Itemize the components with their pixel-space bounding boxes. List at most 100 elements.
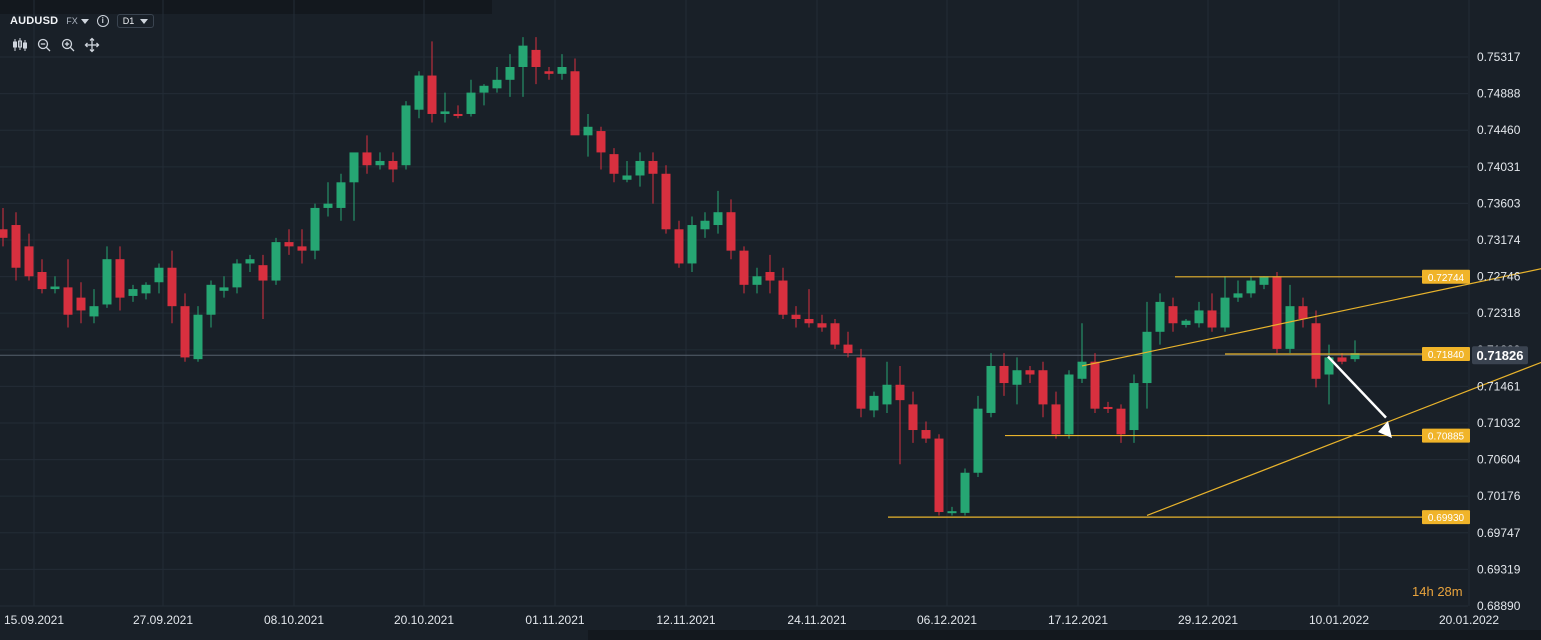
candle-up (401, 105, 411, 166)
candle-down (648, 160, 658, 174)
level-label: 0.72744 (1428, 273, 1465, 284)
candle-down (63, 287, 73, 315)
candle-down (297, 246, 307, 251)
candle-up (960, 472, 970, 513)
candle-down (24, 246, 34, 277)
candle-up (869, 395, 879, 411)
candle-down (167, 267, 177, 307)
candle-down (908, 404, 918, 431)
y-axis-tick-label: 0.75317 (1477, 50, 1521, 64)
y-axis-tick-label: 0.69747 (1477, 526, 1521, 540)
candle-up (557, 66, 567, 74)
candle-down (1311, 323, 1321, 379)
candle-up (232, 263, 242, 288)
header-strip (0, 0, 492, 14)
candle-up (1220, 297, 1230, 328)
countdown-hours: 14h (1412, 584, 1434, 599)
y-axis-tick-label: 0.71461 (1477, 379, 1521, 393)
pan-crosshair-icon[interactable] (84, 37, 100, 53)
x-axis-tick-label: 27.09.2021 (133, 613, 193, 627)
timeframe-label: D1 (122, 16, 135, 26)
candle-down (180, 306, 190, 358)
level-label: 0.71840 (1428, 350, 1465, 361)
x-axis-tick-label: 20.01.2022 (1439, 613, 1499, 627)
candle-down (115, 259, 125, 298)
x-axis-tick-label: 08.10.2021 (264, 613, 324, 627)
candle-down (1025, 370, 1035, 375)
forecast-arrow-shaft (1327, 355, 1387, 419)
x-axis-tick-label: 15.09.2021 (4, 613, 64, 627)
candle-up (492, 79, 502, 89)
candle-up (687, 225, 697, 264)
candle-up (414, 75, 424, 110)
market-dropdown[interactable]: FX (66, 16, 89, 26)
candle-up (102, 259, 112, 305)
candle-down (1090, 361, 1100, 409)
candle-down (1116, 408, 1126, 435)
current-price-label: 0.71826 (1477, 348, 1524, 363)
y-axis-tick-label: 0.69319 (1477, 562, 1521, 576)
candle-up (882, 384, 892, 405)
info-icon[interactable]: i (96, 15, 109, 27)
candle-down (570, 71, 580, 136)
x-axis-tick-label: 17.12.2021 (1048, 613, 1108, 627)
candle-down (531, 49, 541, 67)
symbol-label[interactable]: AUDUSD (10, 15, 59, 27)
candle-down (895, 384, 905, 401)
candle-down (0, 229, 8, 238)
candle-down (778, 280, 788, 315)
candle-down (765, 272, 775, 281)
candlestick-type-icon[interactable] (12, 37, 28, 53)
level-label-box (1422, 428, 1470, 443)
candle-up (1181, 320, 1191, 325)
y-axis-tick-label: 0.73174 (1477, 233, 1521, 247)
candle-down (362, 152, 372, 166)
candle-down (726, 212, 736, 251)
y-axis-tick-label: 0.72318 (1477, 306, 1521, 320)
candle-up (1259, 276, 1269, 285)
channel-trendline (1146, 361, 1541, 517)
candle-up (245, 259, 255, 264)
y-axis-tick-label: 0.72746 (1477, 270, 1521, 284)
candle-up (1129, 383, 1139, 431)
x-axis-tick-label: 01.11.2021 (525, 613, 584, 627)
candle-up (1194, 310, 1204, 324)
candle-up (141, 284, 151, 294)
candle-down (596, 131, 606, 153)
forecast-arrow-head (1378, 421, 1392, 438)
candle-down (934, 438, 944, 513)
candle-up (466, 92, 476, 114)
x-axis-tick-label: 24.11.2021 (787, 613, 846, 627)
candle-down (1168, 306, 1178, 324)
candle-up (128, 289, 138, 296)
zoom-out-icon[interactable] (36, 37, 52, 53)
candle-down (258, 265, 268, 281)
candle-down (674, 229, 684, 264)
candle-up (635, 160, 645, 176)
level-label-box (1422, 269, 1470, 284)
y-axis-tick-label: 0.68890 (1477, 599, 1521, 613)
candle-up (1324, 357, 1334, 375)
level-label: 0.70885 (1428, 432, 1465, 443)
candle-up (505, 66, 515, 80)
timeframe-dropdown[interactable]: D1 (116, 14, 155, 28)
candle-up (323, 203, 333, 208)
candle-up (206, 284, 216, 315)
candle-up (1155, 301, 1165, 332)
candle-down (661, 173, 671, 230)
level-label: 0.69930 (1428, 513, 1465, 524)
candle-up (583, 126, 593, 136)
zoom-in-icon[interactable] (60, 37, 76, 53)
candle-down (999, 365, 1009, 384)
candle-up (1077, 361, 1087, 379)
candle-up (271, 242, 281, 281)
candle-down (830, 323, 840, 345)
candle-down (1038, 370, 1048, 405)
x-axis-tick-label: 12.11.2021 (656, 613, 715, 627)
footer-strip (588, 630, 1541, 640)
candle-up (700, 220, 710, 230)
y-axis-tick-label: 0.74031 (1477, 160, 1521, 174)
current-price-badge (1472, 346, 1528, 365)
